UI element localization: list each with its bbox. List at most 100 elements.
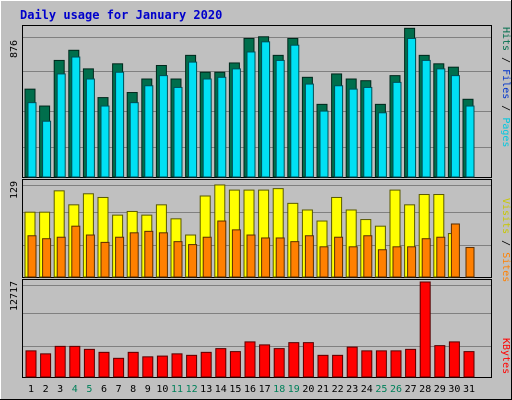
bar-files-day-12: [188, 61, 198, 178]
bar-files-day-20: [304, 83, 314, 178]
day-label-7: 7: [116, 384, 122, 395]
bar-kbytes-day-16: [244, 341, 256, 378]
day-label-2: 2: [43, 384, 49, 395]
bar-files-day-23: [348, 88, 358, 178]
bar-kbytes-day-5: [83, 348, 95, 378]
svg-text:Hits / Files / Pages: Hits / Files / Pages: [500, 27, 511, 147]
day-label-20: 20: [302, 384, 314, 395]
bar-sites-day-25: [377, 249, 387, 278]
legend-kbytes-panel: KBytes: [500, 338, 511, 374]
bar-kbytes-day-27: [405, 348, 417, 378]
bar-sites-day-29: [436, 236, 446, 278]
bar-files-day-19: [290, 44, 300, 178]
day-label-14: 14: [215, 384, 227, 395]
bar-sites-day-16: [246, 234, 256, 278]
bar-sites-day-10: [158, 232, 168, 278]
bar-kbytes-day-6: [98, 351, 110, 378]
legend-label-pages: Pages: [500, 117, 511, 147]
bar-kbytes-day-12: [186, 354, 198, 378]
day-label-21: 21: [317, 384, 329, 395]
bar-files-day-2: [42, 120, 52, 178]
bar-files-day-7: [115, 71, 125, 178]
day-label-10: 10: [156, 384, 168, 395]
bar-sites-day-20: [304, 235, 314, 278]
bar-sites-day-27: [407, 246, 417, 278]
bar-sites-day-6: [100, 241, 110, 278]
bar-files-day-27: [407, 37, 417, 178]
legend-label-visits: Visits: [500, 198, 511, 234]
bar-kbytes-day-10: [156, 355, 168, 378]
bar-kbytes-day-26: [390, 350, 402, 378]
bar-kbytes-day-25: [375, 350, 387, 378]
bar-files-day-8: [129, 102, 139, 178]
legend-label-hits: Hits: [500, 27, 511, 51]
bar-kbytes-day-2: [40, 353, 52, 378]
bar-sites-day-4: [71, 225, 81, 278]
bar-kbytes-day-21: [317, 354, 329, 378]
legend-label-sites: Sites: [500, 252, 511, 282]
bar-files-day-6: [100, 105, 110, 178]
bar-sites-day-19: [290, 241, 300, 278]
day-label-6: 6: [101, 384, 107, 395]
bar-kbytes-day-22: [332, 354, 344, 378]
bar-sites-day-18: [275, 237, 285, 278]
bar-kbytes-day-20: [302, 342, 314, 378]
bar-sites-day-5: [85, 234, 95, 278]
bar-kbytes-day-17: [259, 344, 271, 378]
day-label-16: 16: [244, 384, 256, 395]
bar-sites-day-13: [202, 236, 212, 278]
bar-kbytes-day-31: [463, 351, 475, 378]
day-label-8: 8: [130, 384, 136, 395]
bar-sites-day-8: [129, 232, 139, 278]
day-label-9: 9: [145, 384, 151, 395]
bar-kbytes-day-1: [25, 350, 37, 378]
bar-files-day-16: [246, 51, 256, 178]
bar-files-day-15: [231, 68, 241, 178]
bar-kbytes-day-11: [171, 353, 183, 378]
bar-sites-day-24: [363, 235, 373, 278]
panel-frame-visits: [22, 179, 492, 278]
bar-sites-day-31: [465, 247, 475, 278]
day-label-24: 24: [361, 384, 373, 395]
bar-sites-day-21: [319, 246, 329, 278]
bar-sites-day-7: [115, 236, 125, 278]
legend-visits-panel: Visits / Sites: [500, 198, 511, 282]
bar-files-day-25: [377, 112, 387, 178]
bar-sites-day-28: [421, 238, 431, 278]
bar-files-day-4: [71, 56, 81, 178]
bar-sites-day-30: [450, 223, 460, 278]
bar-kbytes-day-19: [288, 342, 300, 378]
day-label-19: 19: [288, 384, 300, 395]
bar-sites-day-22: [334, 236, 344, 278]
bar-sites-day-9: [144, 230, 154, 278]
bar-sites-day-2: [42, 238, 52, 278]
bar-sites-day-14: [217, 220, 227, 278]
bar-files-day-21: [319, 110, 329, 178]
day-label-3: 3: [57, 384, 63, 395]
bar-kbytes-day-29: [434, 345, 446, 378]
day-label-26: 26: [390, 384, 402, 395]
day-label-17: 17: [259, 384, 271, 395]
day-label-5: 5: [86, 384, 92, 395]
bar-files-day-31: [465, 105, 475, 178]
bar-sites-day-3: [56, 236, 66, 278]
legend-label-files: Files: [500, 69, 511, 99]
bar-kbytes-day-30: [448, 341, 460, 378]
day-label-12: 12: [186, 384, 198, 395]
legend-label-kbytes: KBytes: [500, 338, 511, 374]
day-label-28: 28: [419, 384, 431, 395]
day-label-29: 29: [434, 384, 446, 395]
bar-files-day-17: [261, 41, 271, 178]
bar-kbytes-day-3: [54, 345, 66, 378]
day-label-22: 22: [332, 384, 344, 395]
bar-files-day-30: [450, 75, 460, 178]
bar-files-day-29: [436, 68, 446, 178]
bar-files-day-26: [392, 81, 402, 178]
bar-kbytes-day-9: [142, 356, 154, 378]
bar-files-day-1: [27, 102, 37, 178]
bar-files-day-22: [334, 85, 344, 178]
day-label-23: 23: [346, 384, 358, 395]
day-label-25: 25: [375, 384, 387, 395]
visits-panel-max-label: 129: [9, 181, 20, 199]
